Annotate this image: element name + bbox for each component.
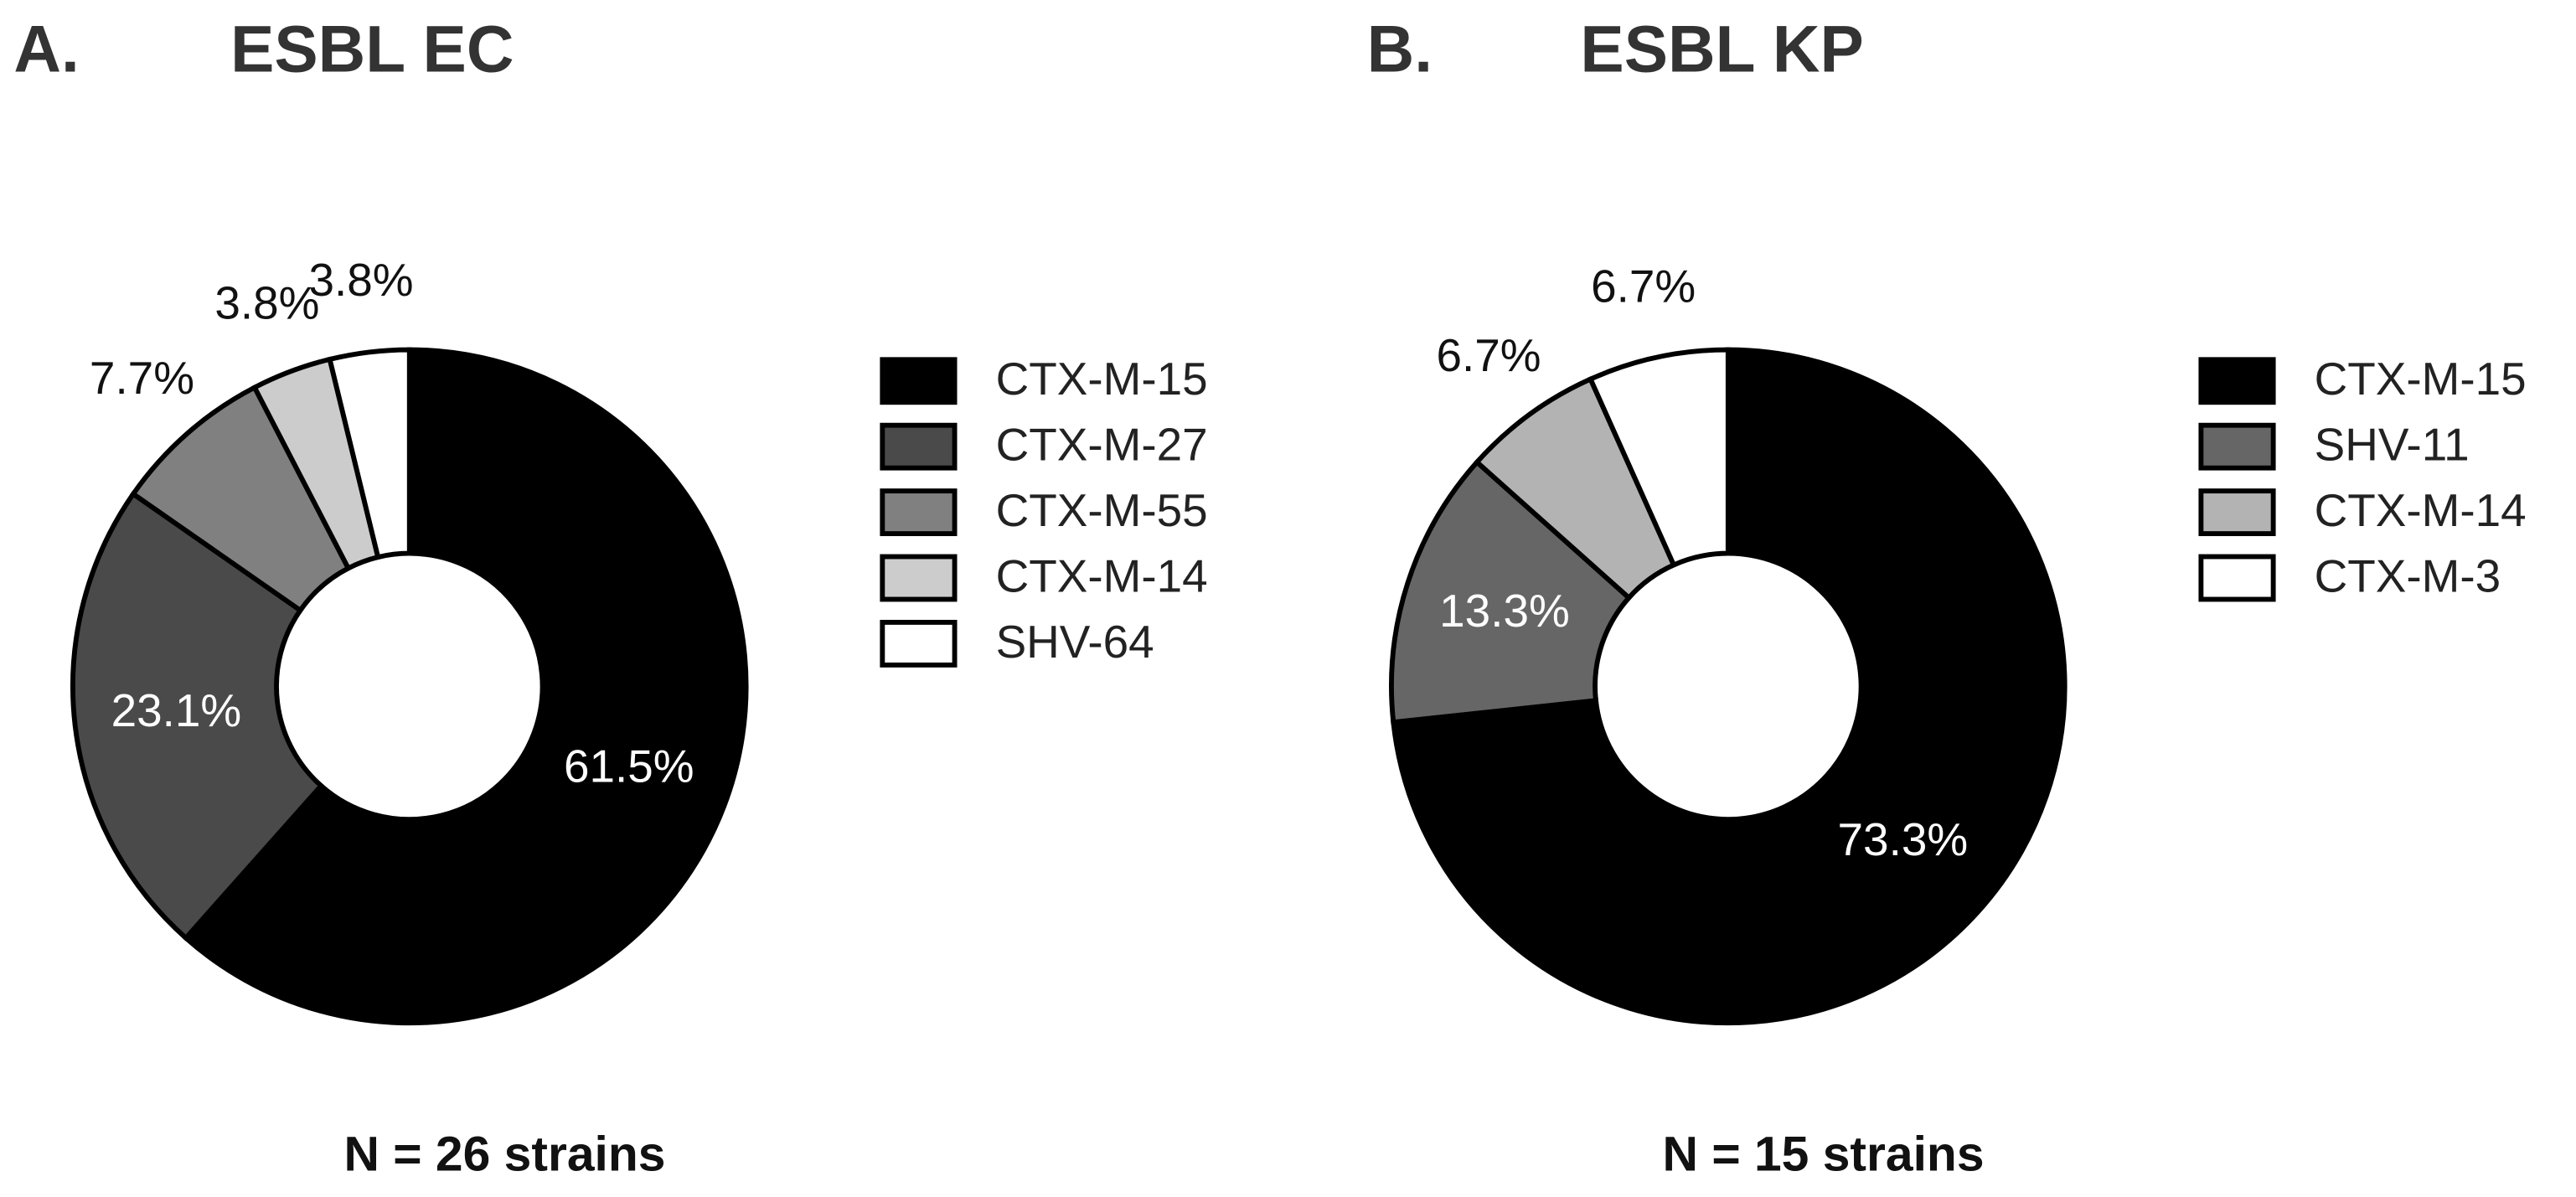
legend-swatch: [2198, 488, 2276, 537]
legend-label: CTX-M-15: [2315, 353, 2527, 405]
value-label: 6.7%: [1591, 260, 1696, 312]
legend-label: SHV-11: [2315, 419, 2470, 471]
legend-swatch: [2198, 422, 2276, 471]
legend-swatch: [2198, 554, 2276, 602]
sample-note: N = 15 strains: [1663, 1127, 1985, 1181]
donut-slice: [70, 490, 325, 942]
panel-label: B.: [1367, 12, 1433, 85]
donut-slice: [1389, 458, 1633, 725]
value-label: 61.5%: [564, 740, 694, 792]
value-label: 23.1%: [111, 684, 242, 736]
legend-swatch: [880, 619, 958, 668]
legend-label: CTX-M-14: [2315, 484, 2527, 536]
legend-label: CTX-M-15: [996, 353, 1208, 405]
donut-slice: [182, 347, 749, 1026]
legend-swatch: [880, 488, 958, 537]
legend-label: CTX-M-14: [996, 549, 1208, 601]
legend-label: CTX-M-27: [996, 419, 1208, 471]
legend-swatch: [880, 422, 958, 471]
donut-slice: [327, 347, 412, 560]
value-label: 3.8%: [214, 276, 319, 328]
legend-label: SHV-64: [996, 616, 1154, 668]
legend-swatch: [880, 554, 958, 602]
donut-slice: [1391, 347, 2068, 1026]
value-label: 7.7%: [90, 352, 194, 404]
value-label: 6.7%: [1436, 329, 1541, 381]
chart-title: ESBL EC: [230, 12, 514, 85]
legend-swatch: [880, 357, 958, 405]
value-label: 3.8%: [309, 254, 414, 306]
chart-title: ESBL KP: [1580, 12, 1863, 85]
value-label: 13.3%: [1439, 585, 1570, 637]
donut-slice: [1587, 347, 1731, 569]
legend-label: CTX-M-55: [996, 484, 1208, 536]
panel-label: A.: [13, 12, 79, 85]
legend-label: CTX-M-3: [2315, 549, 2501, 601]
value-label: 73.3%: [1838, 813, 1969, 865]
legend-swatch: [2198, 357, 2276, 405]
sample-note: N = 26 strains: [343, 1127, 665, 1181]
